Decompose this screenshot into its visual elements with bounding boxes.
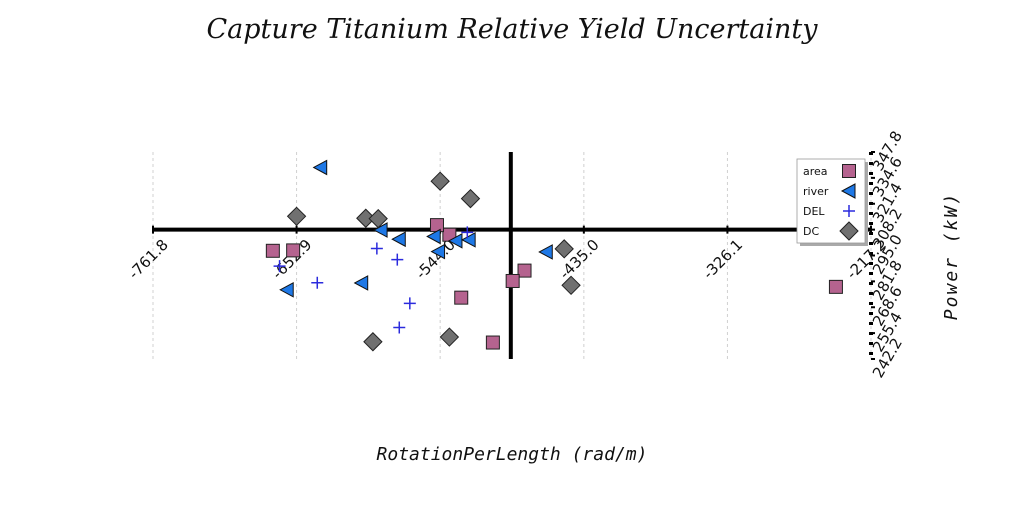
- data-point-river: [353, 275, 369, 291]
- series-DC: [286, 171, 581, 352]
- data-point-DEL: [461, 226, 474, 239]
- data-point-river: [373, 222, 388, 238]
- axes: [152, 151, 875, 360]
- data-point-river: [391, 231, 406, 248]
- y-axis-title: Power (kW): [941, 192, 962, 320]
- tick-labels: -761.8 -652.9 -544.0 -435.0 -326.1 -217.2242.…: [125, 128, 906, 381]
- data-point-river: [279, 281, 294, 298]
- x-tick-label: -761.8: [125, 236, 172, 283]
- data-points: [265, 159, 843, 352]
- data-point-DC: [363, 332, 383, 352]
- series-area: [265, 218, 843, 350]
- legend-marker-area: [842, 164, 856, 178]
- legend-label: DC: [803, 225, 819, 238]
- data-point-river: [461, 231, 476, 248]
- data-point-DC: [286, 206, 307, 227]
- legend-marker-DC: [839, 221, 859, 241]
- data-point-DC: [561, 275, 581, 296]
- data-point-DC: [554, 239, 574, 259]
- data-point-DC: [356, 208, 376, 228]
- x-tick-label: -326.1: [699, 236, 746, 283]
- legend: area river DEL DC: [796, 158, 868, 246]
- data-point-river: [447, 232, 463, 249]
- series-river: [279, 159, 553, 298]
- data-point-DEL: [393, 321, 406, 334]
- data-point-area: [454, 290, 469, 305]
- legend-label: area: [803, 165, 828, 178]
- data-point-DEL: [403, 297, 416, 310]
- x-axis-title: RotationPerLength (rad/m): [377, 444, 648, 465]
- data-point-DEL: [273, 260, 286, 273]
- data-point-DC: [460, 188, 481, 209]
- data-point-area: [485, 335, 500, 350]
- legend-label: river: [803, 185, 829, 198]
- data-point-river: [426, 228, 441, 245]
- data-point-area: [517, 263, 532, 278]
- legend-label: DEL: [803, 205, 825, 218]
- data-point-river: [538, 244, 553, 260]
- data-point-DEL: [311, 276, 324, 289]
- legend-marker-DEL: [843, 205, 855, 217]
- data-point-DC: [430, 171, 450, 191]
- data-point-area: [265, 243, 280, 258]
- data-point-river: [312, 159, 328, 176]
- data-point-river: [430, 243, 446, 260]
- series-DEL: [273, 226, 474, 334]
- data-point-DC: [439, 327, 460, 347]
- data-point-area: [505, 273, 520, 288]
- legend-marker-river: [840, 183, 856, 199]
- data-point-DEL: [370, 242, 383, 255]
- chart-title: Capture Titanium Relative Yield Uncertai…: [206, 14, 818, 45]
- data-point-area: [429, 218, 444, 233]
- x-tick-label: -652.9: [268, 236, 315, 283]
- data-point-DC: [368, 208, 388, 229]
- data-point-area: [286, 243, 301, 258]
- data-point-area: [828, 279, 843, 294]
- data-point-DEL: [391, 253, 404, 266]
